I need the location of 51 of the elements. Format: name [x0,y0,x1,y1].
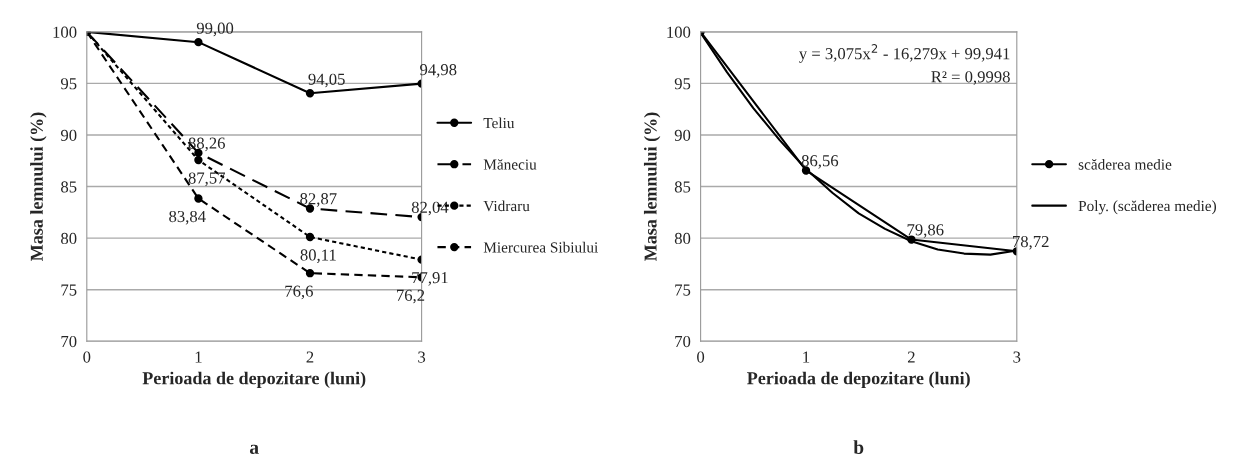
x-tick-label: 1 [195,351,202,363]
legend-label: Poly. (scăderea medie) [1078,200,1217,215]
data-label: 76,6 [285,285,313,300]
x-tick-label: 2 [907,351,915,363]
data-label: 83,84 [169,210,206,225]
data-label: 87,57 [188,172,225,187]
annotation: y = 3,075x$^{2}$ - 16,279x + 99,941 [799,44,1010,63]
y-tick-label: 85 [61,181,77,193]
data-label: 76,2 [397,289,425,304]
text: a [249,444,259,454]
y-tick-label: 95 [60,78,77,90]
legend-label: Măneciu [483,159,537,170]
y-tick-label: 75 [61,284,77,296]
y-tick-label: 95 [674,78,691,90]
data-label: 82,04 [411,201,449,216]
data-label: 88,26 [188,137,225,152]
annotation: R² = 0,9998 [931,71,1010,85]
x-tick-label: 0 [697,351,705,363]
data-label: 94,98 [420,64,457,78]
y-tick-label: 75 [675,284,691,296]
data-label: 78,72 [1013,235,1049,250]
y-axis-title: Masa lemnului (%) [643,112,661,261]
y-tick-label: 90 [674,129,691,141]
legend-label: Vidraru [483,200,530,212]
y-tick-label: 70 [675,335,691,348]
x-tick-label: 1 [803,351,810,363]
y-tick-label: 80 [674,232,691,245]
data-label: 79,86 [907,224,944,238]
x-tick-label: 3 [1013,351,1021,363]
y-tick-label: 85 [674,181,691,193]
data-label: 77,91 [412,272,448,286]
y-axis-title: Masa lemnului (%) [30,112,47,261]
legend-label: scăderea medie [1078,158,1172,170]
x-axis-title: Perioada de depozitare (luni) [142,371,366,389]
text: b [853,440,864,454]
legend-label: Miercurea Sibiului [483,241,598,253]
y-tick-label: 100 [53,26,77,38]
data-label: 99,00 [196,22,234,37]
x-tick-label: 0 [83,351,91,363]
x-axis-title: Perioada de depozitare (luni) [747,371,970,389]
y-tick-label: 80 [61,232,77,245]
x-tick-label: 2 [306,351,314,363]
y-tick-label: 70 [61,335,77,348]
data-label: 80,11 [300,249,336,263]
y-tick-label: 90 [60,129,77,141]
data-label: 94,05 [308,73,345,88]
x-tick-label: 3 [418,351,426,363]
y-tick-label: 100 [667,26,691,38]
data-label: 86,56 [801,155,839,169]
legend-label: Teliu [483,117,515,129]
data-label: 82,87 [300,193,337,207]
